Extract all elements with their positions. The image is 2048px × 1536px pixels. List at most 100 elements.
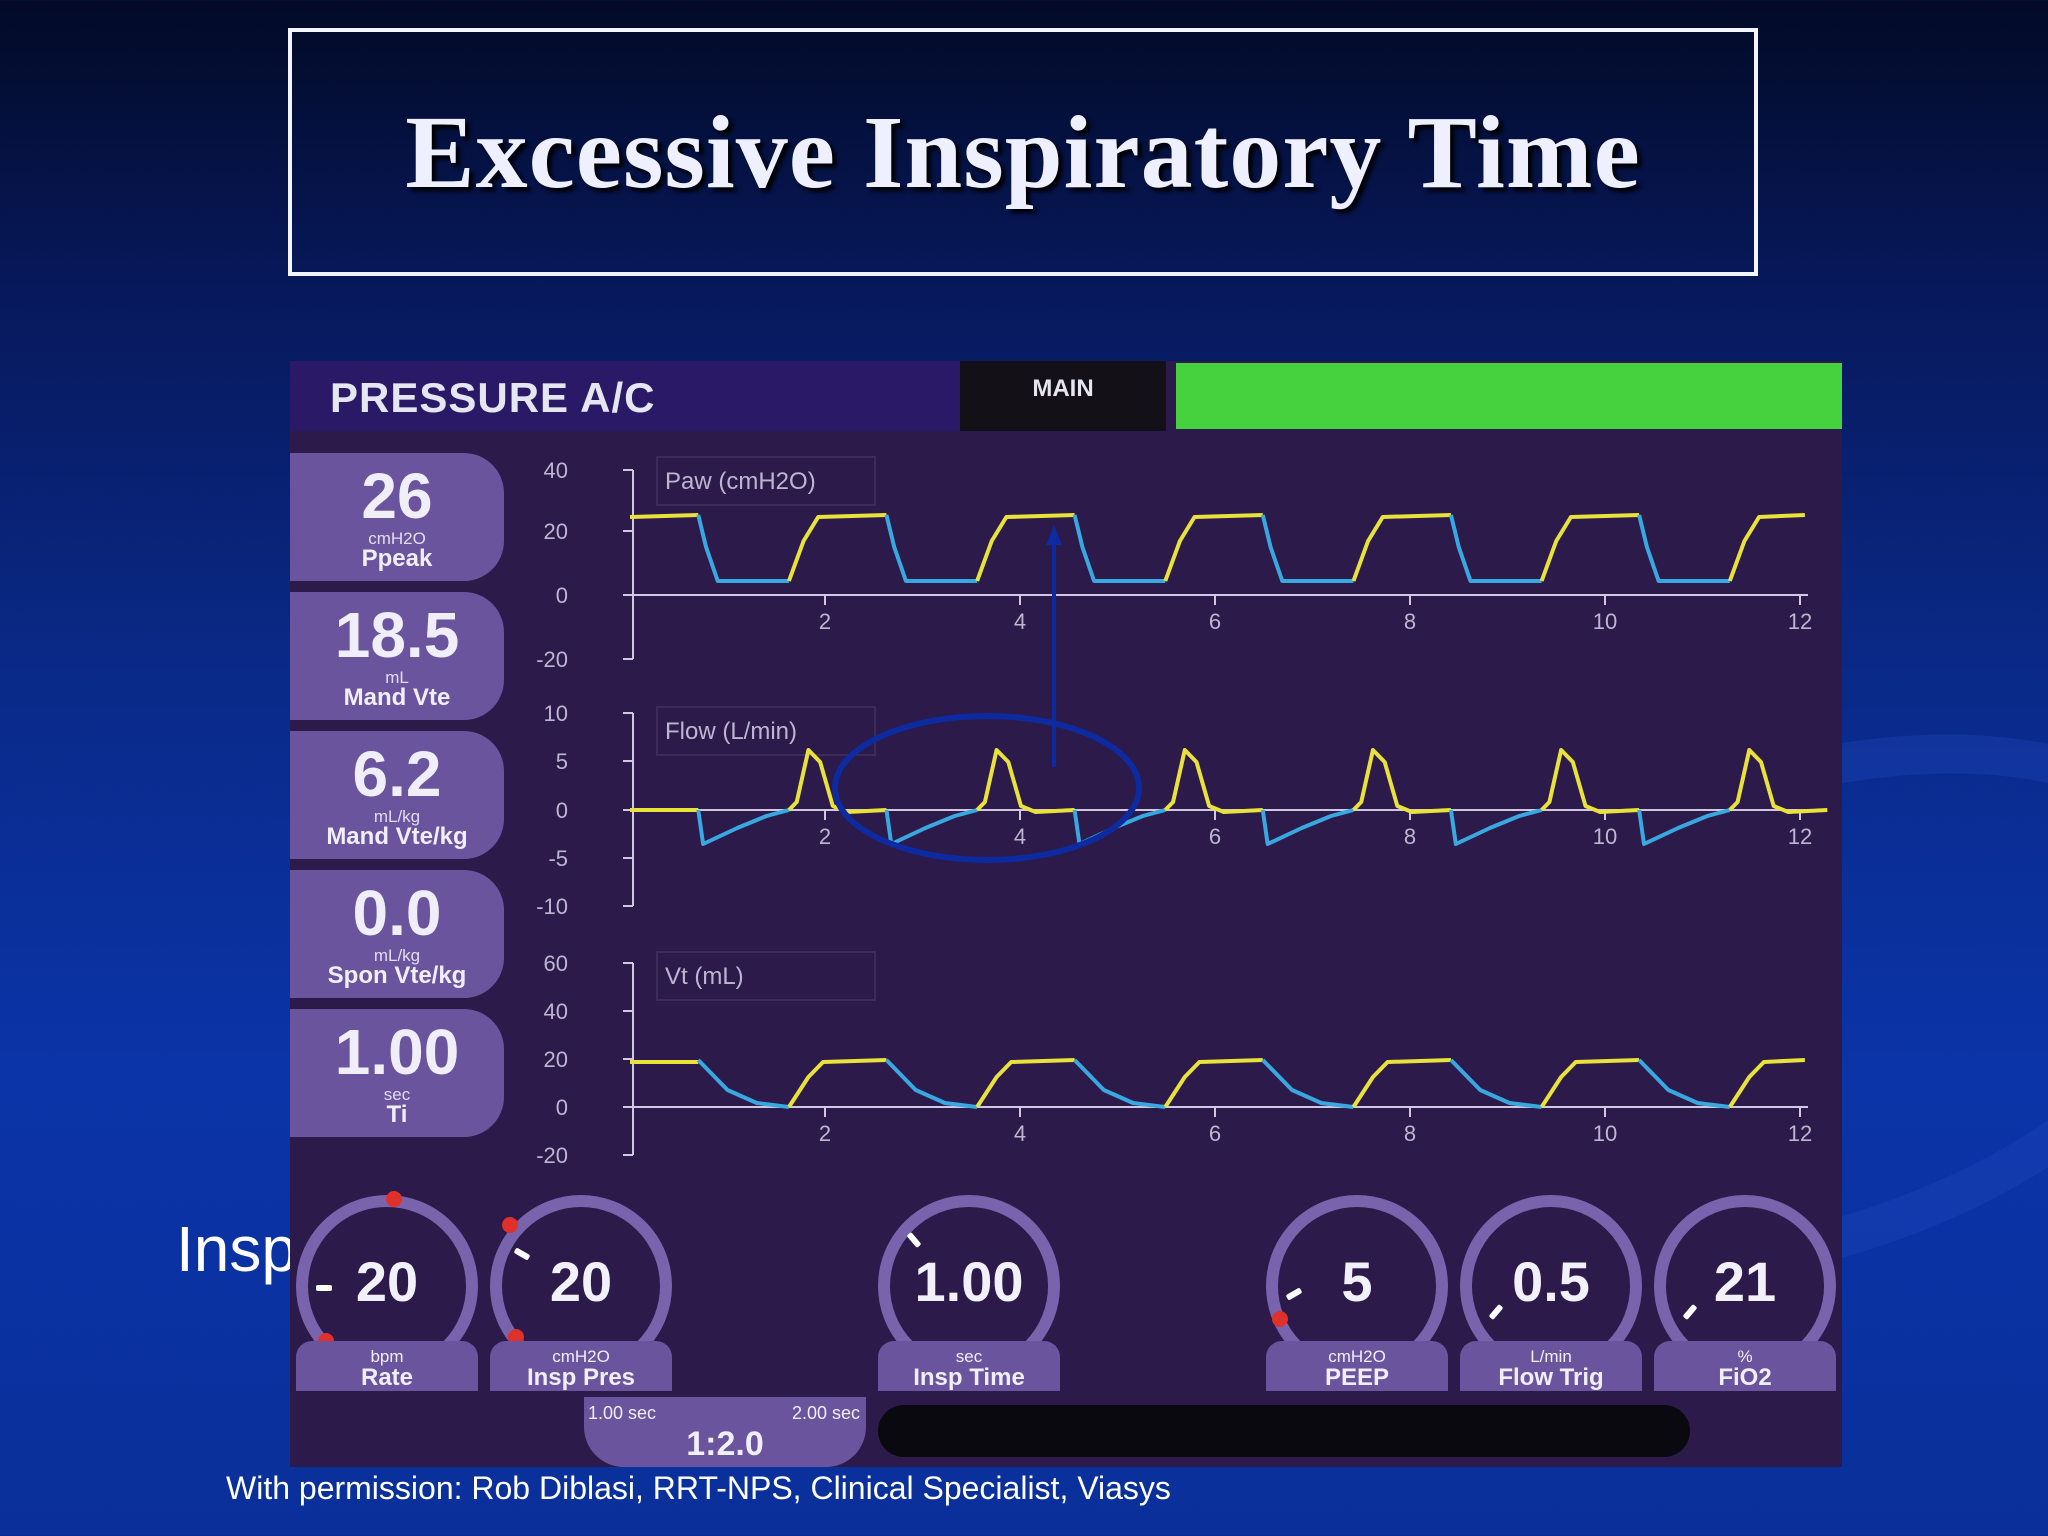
monitor-name: Mand Vte/kg: [326, 823, 468, 850]
vt-x-tick-label: 8: [1404, 1121, 1416, 1146]
vt-axis-label: Vt (mL): [665, 963, 744, 990]
flow-y-tick-label: -10: [536, 894, 568, 919]
flow-x-tick-label: 12: [1788, 824, 1812, 849]
control-name: Rate: [360, 1364, 414, 1391]
paw-axis-label: Paw (cmH2O): [665, 468, 816, 495]
setting-indicator: [316, 1285, 332, 1291]
vt-insp-segment: [1539, 1058, 1640, 1109]
paw-insp-segment: [1351, 513, 1452, 582]
control-name: Flow Trig: [1498, 1364, 1604, 1391]
vt-exp-segment: [1261, 1058, 1354, 1109]
paw-exp-segment: [1637, 514, 1730, 583]
monitor-ti: 1.00 sec Ti: [290, 1009, 504, 1137]
vt-x-tick-label: 10: [1593, 1121, 1617, 1146]
ie-ratio-display: 1.00 sec 2.00 sec 1:2.0: [584, 1397, 866, 1467]
flow-insp-segment: [1163, 748, 1263, 814]
control-value: 20: [549, 1250, 613, 1313]
vt-x-tick-label: 6: [1209, 1121, 1221, 1146]
flow-y-tick-label: -5: [548, 846, 568, 871]
status-bar: [1176, 363, 1842, 429]
paw-insp-segment: [1163, 513, 1263, 582]
paw-y-tick-label: 40: [544, 458, 568, 483]
slide-title: Excessive Inspiratory Time: [405, 94, 1641, 210]
annotation-ellipse: [832, 713, 1142, 863]
vt-y-tick-label: -20: [536, 1143, 568, 1168]
vt-y-tick-label: 20: [544, 1047, 568, 1072]
control-rate[interactable]: 20 bpm Rate: [290, 1191, 484, 1391]
paw-exp-segment: [696, 514, 789, 583]
flow-insp-segment: [1728, 748, 1828, 814]
alarm-limit-marker: [1272, 1311, 1288, 1327]
vt-x-tick-label: 2: [819, 1121, 831, 1146]
paw-x-tick-label: 10: [1593, 609, 1617, 634]
control-label-plate: cmH2O Insp Pres: [490, 1341, 672, 1391]
control-unit: L/min: [1530, 1347, 1572, 1366]
control-flow-trig[interactable]: 0.5 L/min Flow Trig: [1454, 1191, 1648, 1391]
monitor-unit: mL/kg: [373, 807, 421, 826]
control-fio2[interactable]: 21 % FiO2: [1648, 1191, 1842, 1391]
control-unit: cmH2O: [1328, 1347, 1386, 1366]
paw-x-tick-label: 6: [1209, 609, 1221, 634]
paw-y-tick-label: 0: [556, 583, 568, 608]
control-value: 5: [1341, 1250, 1373, 1313]
flow-x-tick-label: 8: [1404, 824, 1416, 849]
vt-y-tick-label: 0: [556, 1095, 568, 1120]
monitor-mand-vte-kg: 6.2 mL/kg Mand Vte/kg: [290, 731, 504, 859]
control-peep[interactable]: 5 cmH2O PEEP: [1260, 1191, 1454, 1391]
paw-y-tick-label: 20: [544, 519, 568, 544]
annotation-arrow-head: [1046, 525, 1062, 545]
monitor-unit: sec: [383, 1085, 411, 1104]
ventilator-screen: PRESSURE A/C MAIN 26 cmH2O Ppeak 18.5 mL…: [290, 361, 1842, 1467]
tab-main[interactable]: MAIN: [960, 361, 1166, 431]
flow-x-tick-label: 4: [1014, 824, 1026, 849]
paw-insp-segment: [975, 513, 1075, 582]
vt-label-box: [656, 951, 876, 1001]
control-name: Insp Pres: [526, 1364, 636, 1391]
monitor-value: 1.00: [334, 1016, 460, 1088]
flow-exp-segment: [1260, 808, 1354, 846]
paw-insp-segment: [1539, 513, 1640, 582]
monitor-value: 6.2: [352, 738, 442, 810]
flow-insp-segment: [1540, 748, 1640, 814]
control-value: 0.5: [1512, 1250, 1590, 1313]
flow-y-tick-label: 5: [556, 749, 568, 774]
monitor-unit: cmH2O: [368, 529, 426, 548]
paw-label-box: [656, 456, 876, 506]
control-unit: sec: [955, 1347, 983, 1366]
control-unit: %: [1737, 1347, 1753, 1366]
vt-exp-segment: [696, 1058, 790, 1109]
vt-x-tick-label: 4: [1014, 1121, 1026, 1146]
flow-exp-segment: [696, 808, 790, 846]
vt-exp-segment: [1449, 1058, 1542, 1109]
flow-insp-segment: [1352, 748, 1452, 814]
paw-x-tick-label: 12: [1788, 609, 1812, 634]
paw-exp-segment: [1260, 514, 1354, 583]
control-insp-time[interactable]: 1.00 sec Insp Time: [872, 1191, 1066, 1391]
monitor-value: 26: [361, 460, 433, 532]
paw-exp-segment: [884, 514, 978, 583]
control-label-plate: L/min Flow Trig: [1460, 1341, 1642, 1391]
vt-exp-segment: [1637, 1058, 1731, 1109]
monitor-value: 0.0: [352, 877, 442, 949]
vt-y-tick-label: 40: [544, 999, 568, 1024]
control-label-plate: bpm Rate: [296, 1341, 478, 1391]
monitor-name: Spon Vte/kg: [327, 962, 467, 989]
vt-insp-segment: [1728, 1058, 1805, 1109]
control-value: 1.00: [914, 1250, 1024, 1313]
message-bar: [878, 1405, 1690, 1457]
control-insp-pres[interactable]: 20 cmH2O Insp Pres: [484, 1191, 678, 1391]
monitor-unit: mL: [385, 668, 409, 687]
flow-y-tick-label: 10: [544, 701, 568, 726]
vt-x-tick-label: 12: [1788, 1121, 1812, 1146]
control-name: FiO2: [1718, 1364, 1772, 1391]
paw-x-tick-label: 2: [819, 609, 831, 634]
paw-y-tick-label: -20: [536, 647, 568, 672]
ie-insp-time: 1.00 sec: [588, 1403, 657, 1423]
control-unit: bpm: [370, 1347, 404, 1366]
monitor-name: Ppeak: [361, 545, 433, 572]
ie-exp-time: 2.00 sec: [791, 1403, 860, 1423]
control-name: PEEP: [1324, 1364, 1390, 1391]
vt-exp-segment: [884, 1058, 978, 1109]
monitor-value: 18.5: [334, 599, 460, 671]
alarm-limit-marker: [502, 1217, 518, 1233]
